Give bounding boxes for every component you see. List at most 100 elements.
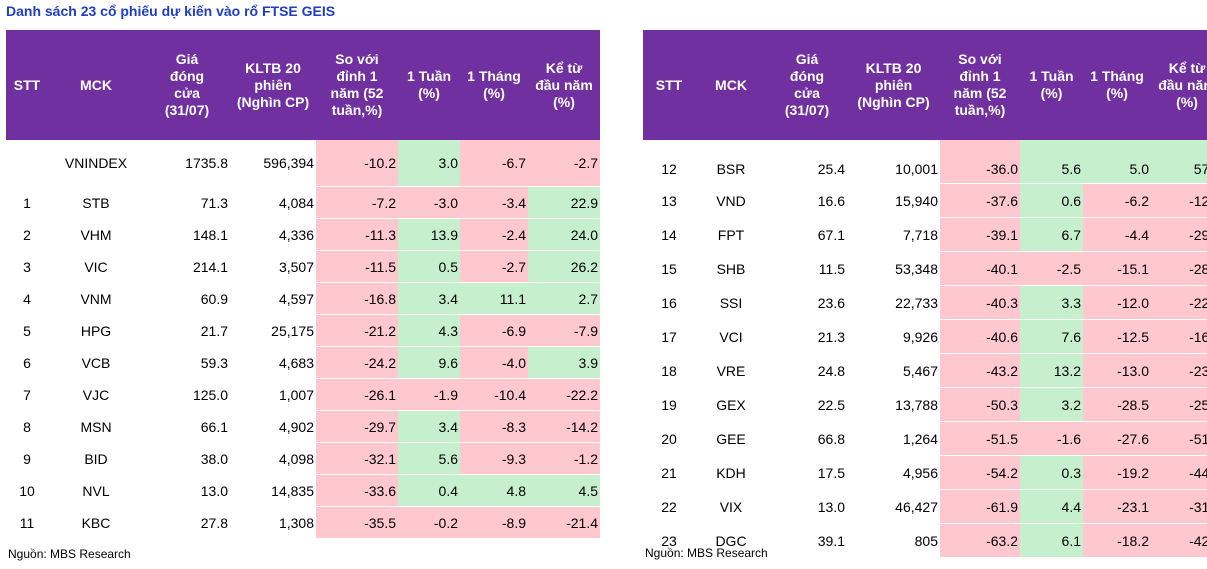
header-1-month: 1 Tháng (%) xyxy=(1083,30,1151,140)
header-volume: KLTB 20 phiên (Nghìn CP) xyxy=(230,30,316,140)
ytd-change-cell: -7.9 xyxy=(528,314,600,347)
month-change-cell: -13.0 xyxy=(1083,353,1151,388)
ticker-cell: SSI xyxy=(695,285,767,320)
stt-cell: 14 xyxy=(643,217,695,252)
ticker-cell: VJC xyxy=(48,378,144,411)
ticker-cell: VND xyxy=(695,183,767,218)
price-cell: 214.1 xyxy=(144,250,230,283)
stock-table-right: STT MCK Giá đóng cửa (31/07) KLTB 20 phiên (N… xyxy=(643,30,1207,558)
vs-peak-cell: -21.2 xyxy=(316,314,398,347)
vs-peak-cell: -37.6 xyxy=(940,183,1020,218)
week-change-cell: 3.4 xyxy=(398,282,460,315)
table-row: 3 VIC 214.1 3,507 -11.5 0.5 -2.7 26.2 xyxy=(6,250,600,283)
header-stt: STT xyxy=(643,30,695,140)
table-row: 9 BID 38.0 4,098 -32.1 5.6 -9.3 -1.2 xyxy=(6,442,600,475)
table-row: 5 HPG 21.7 25,175 -21.2 4.3 -6.9 -7.9 xyxy=(6,314,600,347)
header-1-week: 1 Tuần (%) xyxy=(398,30,460,140)
stt-cell: 13 xyxy=(643,183,695,218)
week-change-cell: -2.5 xyxy=(1020,251,1083,286)
week-change-cell: 13.2 xyxy=(1020,353,1083,388)
ticker-cell: VRE xyxy=(695,353,767,388)
month-change-cell: -8.3 xyxy=(460,410,528,443)
month-change-cell: -10.4 xyxy=(460,378,528,411)
price-cell: 13.0 xyxy=(767,489,847,524)
month-change-cell: -6.2 xyxy=(1083,183,1151,218)
ticker-cell: VIC xyxy=(48,250,144,283)
ticker-cell: VNINDEX xyxy=(48,140,144,187)
volume-cell: 1,308 xyxy=(230,506,316,539)
price-cell: 59.3 xyxy=(144,346,230,379)
ticker-cell: MSN xyxy=(48,410,144,443)
stt-cell: 20 xyxy=(643,421,695,456)
stt-cell: 2 xyxy=(6,218,48,251)
volume-cell: 9,926 xyxy=(847,319,940,354)
ticker-cell: VHM xyxy=(48,218,144,251)
stt-cell: 10 xyxy=(6,474,48,507)
table-row: 7 VJC 125.0 1,007 -26.1 -1.9 -10.4 -22.2 xyxy=(6,378,600,411)
week-change-cell: 5.6 xyxy=(398,442,460,475)
stt-cell: 4 xyxy=(6,282,48,315)
vs-peak-cell: -40.3 xyxy=(940,285,1020,320)
price-cell: 148.1 xyxy=(144,218,230,251)
price-cell: 22.5 xyxy=(767,387,847,422)
week-change-cell: 0.6 xyxy=(1020,183,1083,218)
table-title: Danh sách 23 cổ phiếu dự kiến vào rổ FTS… xyxy=(6,3,336,19)
header-row: STT MCK Giá đóng cửa (31/07) KLTB 20 phiên (N… xyxy=(643,30,1207,140)
ytd-change-cell: 22.9 xyxy=(528,186,600,219)
week-change-cell: 6.1 xyxy=(1020,523,1083,558)
price-cell: 27.8 xyxy=(144,506,230,539)
week-change-cell: 3.2 xyxy=(1020,387,1083,422)
vs-peak-cell: -40.6 xyxy=(940,319,1020,354)
stt-cell xyxy=(6,140,48,187)
stock-table-left: STT MCK Giá đóng cửa (31/07) KLTB 20 phiên (N… xyxy=(6,30,600,539)
ytd-change-cell: -28.7 xyxy=(1151,251,1207,286)
volume-cell: 1,007 xyxy=(230,378,316,411)
vs-peak-cell: -54.2 xyxy=(940,455,1020,490)
vs-peak-cell: -7.2 xyxy=(316,186,398,219)
month-change-cell: -18.2 xyxy=(1083,523,1151,558)
month-change-cell: 4.8 xyxy=(460,474,528,507)
stt-cell: 15 xyxy=(643,251,695,286)
vs-peak-cell: -35.5 xyxy=(316,506,398,539)
volume-cell: 22,733 xyxy=(847,285,940,320)
stt-cell: 22 xyxy=(643,489,695,524)
stt-cell: 3 xyxy=(6,250,48,283)
stt-cell: 19 xyxy=(643,387,695,422)
ytd-change-cell: -1.2 xyxy=(528,442,600,475)
month-change-cell: -8.9 xyxy=(460,506,528,539)
table-row: 10 NVL 13.0 14,835 -33.6 0.4 4.8 4.5 xyxy=(6,474,600,507)
ytd-change-cell: 2.7 xyxy=(528,282,600,315)
vs-peak-cell: -33.6 xyxy=(316,474,398,507)
ticker-cell: STB xyxy=(48,186,144,219)
week-change-cell: 6.7 xyxy=(1020,217,1083,252)
price-cell: 71.3 xyxy=(144,186,230,219)
table-row: 1 STB 71.3 4,084 -7.2 -3.0 -3.4 22.9 xyxy=(6,186,600,219)
price-cell: 25.4 xyxy=(767,140,847,184)
price-cell: 66.8 xyxy=(767,421,847,456)
month-change-cell: -4.4 xyxy=(1083,217,1151,252)
header-1-week: 1 Tuần (%) xyxy=(1020,30,1083,140)
stt-cell: 6 xyxy=(6,346,48,379)
volume-cell: 4,098 xyxy=(230,442,316,475)
source-note: Nguồn: MBS Research xyxy=(645,546,768,560)
month-change-cell: 11.1 xyxy=(460,282,528,315)
ytd-change-cell: -16.8 xyxy=(1151,319,1207,354)
month-change-cell: -4.0 xyxy=(460,346,528,379)
volume-cell: 805 xyxy=(847,523,940,558)
month-change-cell: -3.4 xyxy=(460,186,528,219)
header-price: Giá đóng cửa (31/07) xyxy=(767,30,847,140)
month-change-cell: -27.6 xyxy=(1083,421,1151,456)
month-change-cell: -19.2 xyxy=(1083,455,1151,490)
price-cell: 17.5 xyxy=(767,455,847,490)
volume-cell: 25,175 xyxy=(230,314,316,347)
week-change-cell: -1.6 xyxy=(1020,421,1083,456)
ticker-cell: GEX xyxy=(695,387,767,422)
vs-peak-cell: -16.8 xyxy=(316,282,398,315)
ticker-cell: NVL xyxy=(48,474,144,507)
